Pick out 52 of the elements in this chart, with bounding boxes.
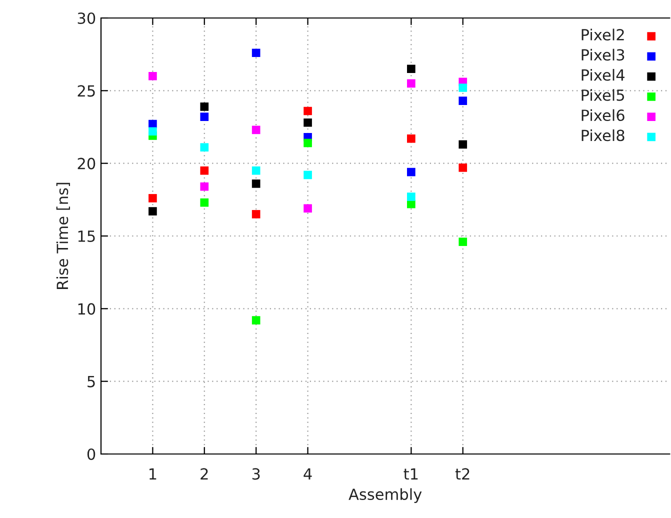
x-tick-label: t2 (455, 468, 470, 480)
point (458, 140, 468, 149)
point (252, 210, 260, 218)
y-tick-label: 5 (88, 376, 95, 388)
y-tick-label: 0 (87, 448, 96, 460)
x-axis-title: Assembly (348, 488, 422, 504)
legend-label: Pixel5 (582, 89, 624, 101)
x-tick-label: 2 (200, 468, 208, 480)
point (407, 192, 416, 201)
y-tick-label: 10 (78, 303, 96, 315)
legend-label: Pixel3 (582, 48, 624, 61)
y-tick-label: 15 (78, 230, 95, 242)
y-tick-label: 25 (78, 85, 95, 97)
point (148, 194, 157, 202)
point (407, 168, 416, 176)
x-tick-label: 1 (150, 468, 156, 480)
y-tick-label: 20 (78, 158, 96, 170)
y-axis-title: Rise Time [ns] (56, 182, 70, 289)
point (252, 316, 260, 324)
y-tick-label: 30 (78, 12, 96, 24)
point (304, 138, 312, 148)
point (148, 72, 157, 80)
point (200, 198, 209, 207)
point (200, 112, 209, 121)
x-tick-label: 4 (304, 468, 312, 480)
point (458, 84, 468, 92)
point (304, 170, 312, 180)
point (252, 180, 260, 188)
point (148, 127, 157, 136)
legend-label: Pixel4 (582, 68, 624, 81)
point (407, 79, 416, 88)
x-tick-label: 3 (252, 468, 260, 480)
point (200, 102, 209, 111)
x-tick-label: t1 (404, 468, 418, 480)
point (304, 118, 312, 127)
point (458, 96, 468, 106)
legend-label: Pixel6 (582, 109, 624, 122)
point (458, 164, 468, 172)
point (458, 238, 468, 246)
point (252, 126, 260, 134)
point (200, 182, 209, 191)
point (304, 106, 312, 116)
point (407, 134, 416, 143)
point (252, 166, 260, 175)
point (200, 143, 209, 152)
legend-label: Pixel8 (582, 129, 624, 142)
point (407, 64, 416, 74)
point (304, 204, 312, 213)
legend-label: Pixel2 (582, 28, 624, 41)
point (200, 166, 209, 175)
point (148, 207, 157, 216)
point (252, 48, 260, 58)
